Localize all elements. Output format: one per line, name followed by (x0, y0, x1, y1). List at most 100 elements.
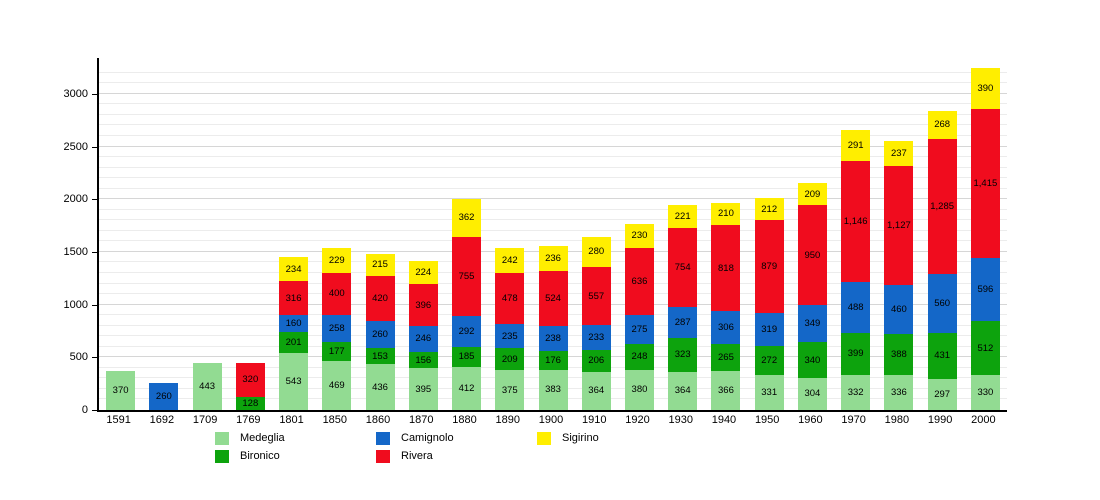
bar-segment-camignolo-1850: 258 (322, 314, 352, 342)
bar-1940: 366 265 306 818 210 (711, 58, 741, 410)
chart-legend: Medeglia Bironico Camignolo Rivera Sigirino (215, 429, 698, 465)
segment-value-label: 636 (631, 275, 648, 287)
legend-label: Rivera (401, 450, 433, 462)
bar-segment-sigirino-2000: 390 (970, 68, 1000, 110)
segment-value-label: 755 (458, 271, 475, 283)
segment-value-label: 443 (199, 381, 216, 393)
bar-1709: 443 (192, 58, 222, 410)
bar-segment-bironico-1801: 201 (279, 331, 309, 353)
x-tick-label: 1960 (798, 414, 823, 426)
segment-value-label: 304 (804, 388, 821, 400)
segment-value-label: 280 (588, 246, 605, 258)
bar-segment-bironico-2000: 512 (970, 321, 1000, 376)
bar-segment-sigirino-1860: 215 (365, 253, 395, 277)
bar-segment-bironico-1940: 265 (711, 343, 741, 372)
x-tick-label: 1591 (106, 414, 131, 426)
y-tick-label: 1000 (63, 298, 88, 311)
bar-segment-medeglia-1709: 443 (192, 363, 222, 410)
bar-segment-bironico-1990: 431 (927, 333, 957, 379)
segment-value-label: 395 (415, 383, 432, 395)
bar-segment-bironico-1860: 153 (365, 347, 395, 365)
bar-segment-medeglia-1950: 331 (754, 375, 784, 410)
segment-value-label: 292 (458, 326, 475, 338)
legend-item-medeglia: Medeglia (215, 429, 376, 447)
segment-value-label: 543 (285, 375, 302, 387)
bar-segment-sigirino-1920: 230 (624, 223, 654, 248)
segment-value-label: 412 (458, 382, 475, 394)
segment-value-label: 400 (328, 288, 345, 300)
gridline-minor (99, 219, 1007, 221)
gridline-minor (99, 229, 1007, 231)
x-tick-label: 1910 (581, 414, 607, 426)
bar-segment-sigirino-1950: 212 (754, 197, 784, 221)
segment-value-label: 306 (718, 321, 734, 333)
bar-1910: 364 206 233 557 280 (581, 58, 611, 410)
bar-segment-camignolo-1980: 460 (884, 285, 914, 334)
segment-value-label: 268 (934, 119, 951, 131)
bar-segment-rivera-1850: 400 (322, 272, 352, 315)
bar-segment-rivera-2000: 1,415 (970, 109, 1000, 259)
bar-segment-sigirino-1930: 221 (668, 204, 698, 228)
segment-value-label: 512 (977, 342, 994, 354)
legend-swatch-sigirino (537, 431, 551, 445)
bar-segment-bironico-1769: 128 (235, 396, 265, 410)
legend-swatch-medeglia (215, 431, 229, 445)
bar-segment-medeglia-1890: 375 (495, 370, 525, 410)
segment-value-label: 879 (761, 261, 778, 273)
bar-segment-camignolo-1990: 560 (927, 274, 957, 334)
segment-value-label: 396 (415, 299, 432, 311)
x-tick-label: 1900 (538, 414, 564, 426)
gridline-minor (99, 71, 1007, 73)
legend-swatch-camignolo (376, 431, 390, 445)
x-tick-label: 1930 (668, 414, 693, 426)
segment-value-label: 364 (588, 385, 605, 397)
legend-label: Bironico (240, 450, 280, 462)
bar-segment-camignolo-1950: 319 (754, 312, 784, 347)
segment-value-label: 460 (890, 303, 907, 315)
segment-value-label: 420 (372, 292, 388, 304)
bar-segment-medeglia-1801: 543 (279, 352, 309, 410)
bar-segment-medeglia-1990: 297 (927, 378, 957, 410)
segment-value-label: 272 (761, 355, 778, 367)
y-tick-mark (92, 199, 97, 201)
y-tick-mark (92, 357, 97, 359)
gridline-major (99, 145, 1007, 147)
bar-segment-sigirino-1970: 291 (841, 130, 871, 161)
legend-column: Camignolo Rivera (376, 429, 537, 465)
y-tick-label: 0 (81, 404, 88, 416)
y-tick-label: 500 (69, 351, 88, 364)
segment-value-label: 754 (674, 262, 691, 274)
segment-value-label: 229 (328, 255, 345, 267)
bar-segment-rivera-1950: 879 (754, 220, 784, 313)
segment-value-label: 349 (804, 318, 821, 330)
segment-value-label: 332 (847, 387, 864, 398)
segment-value-label: 320 (242, 374, 259, 386)
segment-value-label: 950 (804, 249, 821, 261)
x-tick-label: 1990 (927, 414, 953, 426)
bar-segment-rivera-1769: 320 (235, 362, 265, 397)
bar-1692: 260 (149, 58, 179, 410)
bar-segment-medeglia-1920: 380 (624, 369, 654, 410)
segment-value-label: 224 (415, 266, 432, 278)
segment-value-label: 478 (501, 293, 518, 304)
bar-segment-camignolo-1910: 233 (581, 325, 611, 350)
segment-value-label: 160 (285, 317, 302, 329)
gridline-minor (99, 135, 1007, 136)
bar-segment-camignolo-1860: 260 (365, 320, 395, 348)
segment-value-label: 260 (155, 390, 172, 402)
segment-value-label: 319 (761, 324, 778, 336)
bar-segment-sigirino-1900: 236 (538, 245, 568, 271)
segment-value-label: 260 (372, 328, 388, 340)
bar-1950: 331 272 319 879 212 (754, 58, 784, 410)
segment-value-label: 366 (718, 385, 734, 397)
bar-segment-camignolo-1890: 235 (495, 323, 525, 349)
x-tick-label: 1870 (409, 414, 434, 426)
bar-segment-rivera-1890: 478 (495, 273, 525, 324)
x-tick-label: 1920 (625, 414, 650, 426)
segment-value-label: 323 (674, 349, 691, 361)
legend-label: Sigirino (562, 432, 599, 444)
bar-segment-rivera-1880: 755 (452, 236, 482, 317)
gridline-minor (99, 208, 1007, 210)
bar-segment-camignolo-1900: 238 (538, 326, 568, 352)
segment-value-label: 488 (847, 301, 864, 313)
